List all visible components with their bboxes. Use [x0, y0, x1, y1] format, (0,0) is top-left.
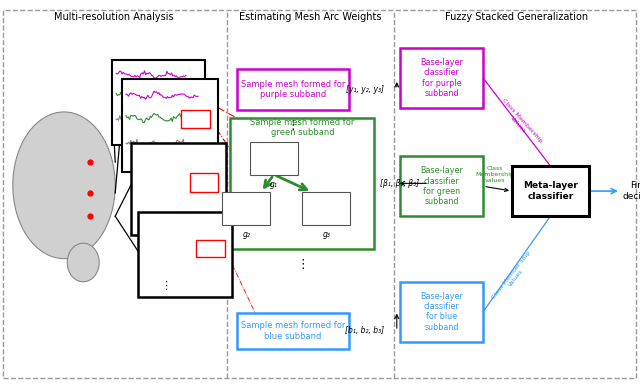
Bar: [250, 142, 298, 174]
Text: Base-layer
classifier
for purple
subband: Base-layer classifier for purple subband: [420, 58, 463, 98]
Bar: [237, 69, 349, 110]
Text: [y₁, y₂, y₃]: [y₁, y₂, y₃]: [346, 85, 384, 94]
Bar: [112, 60, 205, 145]
Text: Base-layer
classifier
for green
subband: Base-layer classifier for green subband: [420, 166, 463, 207]
Text: g₁: g₁: [270, 180, 278, 189]
Bar: [138, 212, 232, 297]
Text: [b₁, b₂, b₃]: [b₁, b₂, b₃]: [345, 327, 385, 335]
Text: Meta-layer
classifier: Meta-layer classifier: [523, 181, 578, 201]
Text: ⋮: ⋮: [287, 119, 299, 132]
Text: Class Member ship
Values: Class Member ship Values: [491, 250, 536, 303]
Text: ⋮: ⋮: [161, 281, 172, 291]
Text: g₂: g₂: [243, 230, 250, 239]
Text: Class Membership
Values: Class Membership Values: [497, 98, 543, 147]
Bar: [230, 118, 374, 249]
Text: Estimating Mesh Arc Weights: Estimating Mesh Arc Weights: [239, 12, 381, 22]
Ellipse shape: [13, 112, 115, 259]
Text: [β₁, β₂, β₃]: [β₁, β₂, β₃]: [380, 179, 420, 188]
Bar: [190, 173, 218, 192]
Bar: [303, 192, 351, 225]
Text: g₃: g₃: [323, 230, 330, 239]
Bar: [196, 240, 225, 257]
Bar: [181, 110, 210, 128]
Ellipse shape: [215, 190, 278, 227]
Text: Final
decision: Final decision: [622, 181, 640, 201]
Bar: [512, 166, 589, 216]
Text: Sample mesh formed for
green subband: Sample mesh formed for green subband: [250, 118, 355, 137]
Text: ⋮: ⋮: [145, 155, 156, 165]
Ellipse shape: [243, 140, 305, 176]
Text: ⋮: ⋮: [154, 218, 165, 229]
Text: Multi-resolution Analysis: Multi-resolution Analysis: [54, 12, 173, 22]
Text: Sample mesh formed for
purple subband: Sample mesh formed for purple subband: [241, 80, 345, 100]
Bar: [131, 143, 226, 235]
Bar: [400, 156, 483, 216]
Bar: [237, 313, 349, 349]
Text: ⋮: ⋮: [296, 258, 308, 271]
Bar: [223, 192, 271, 225]
Text: Base-layer
classifier
for blue
subband: Base-layer classifier for blue subband: [420, 291, 463, 332]
Text: Fuzzy Stacked Generalization: Fuzzy Stacked Generalization: [445, 12, 588, 22]
Text: Sample mesh formed for
blue subband: Sample mesh formed for blue subband: [241, 321, 345, 341]
Text: Class
Membership
values: Class Membership values: [476, 166, 514, 183]
Ellipse shape: [67, 243, 99, 282]
Bar: [170, 88, 197, 105]
Bar: [400, 48, 483, 108]
Bar: [400, 282, 483, 342]
Text: ⋮: ⋮: [134, 129, 145, 139]
Ellipse shape: [295, 190, 358, 227]
Bar: [122, 79, 218, 172]
